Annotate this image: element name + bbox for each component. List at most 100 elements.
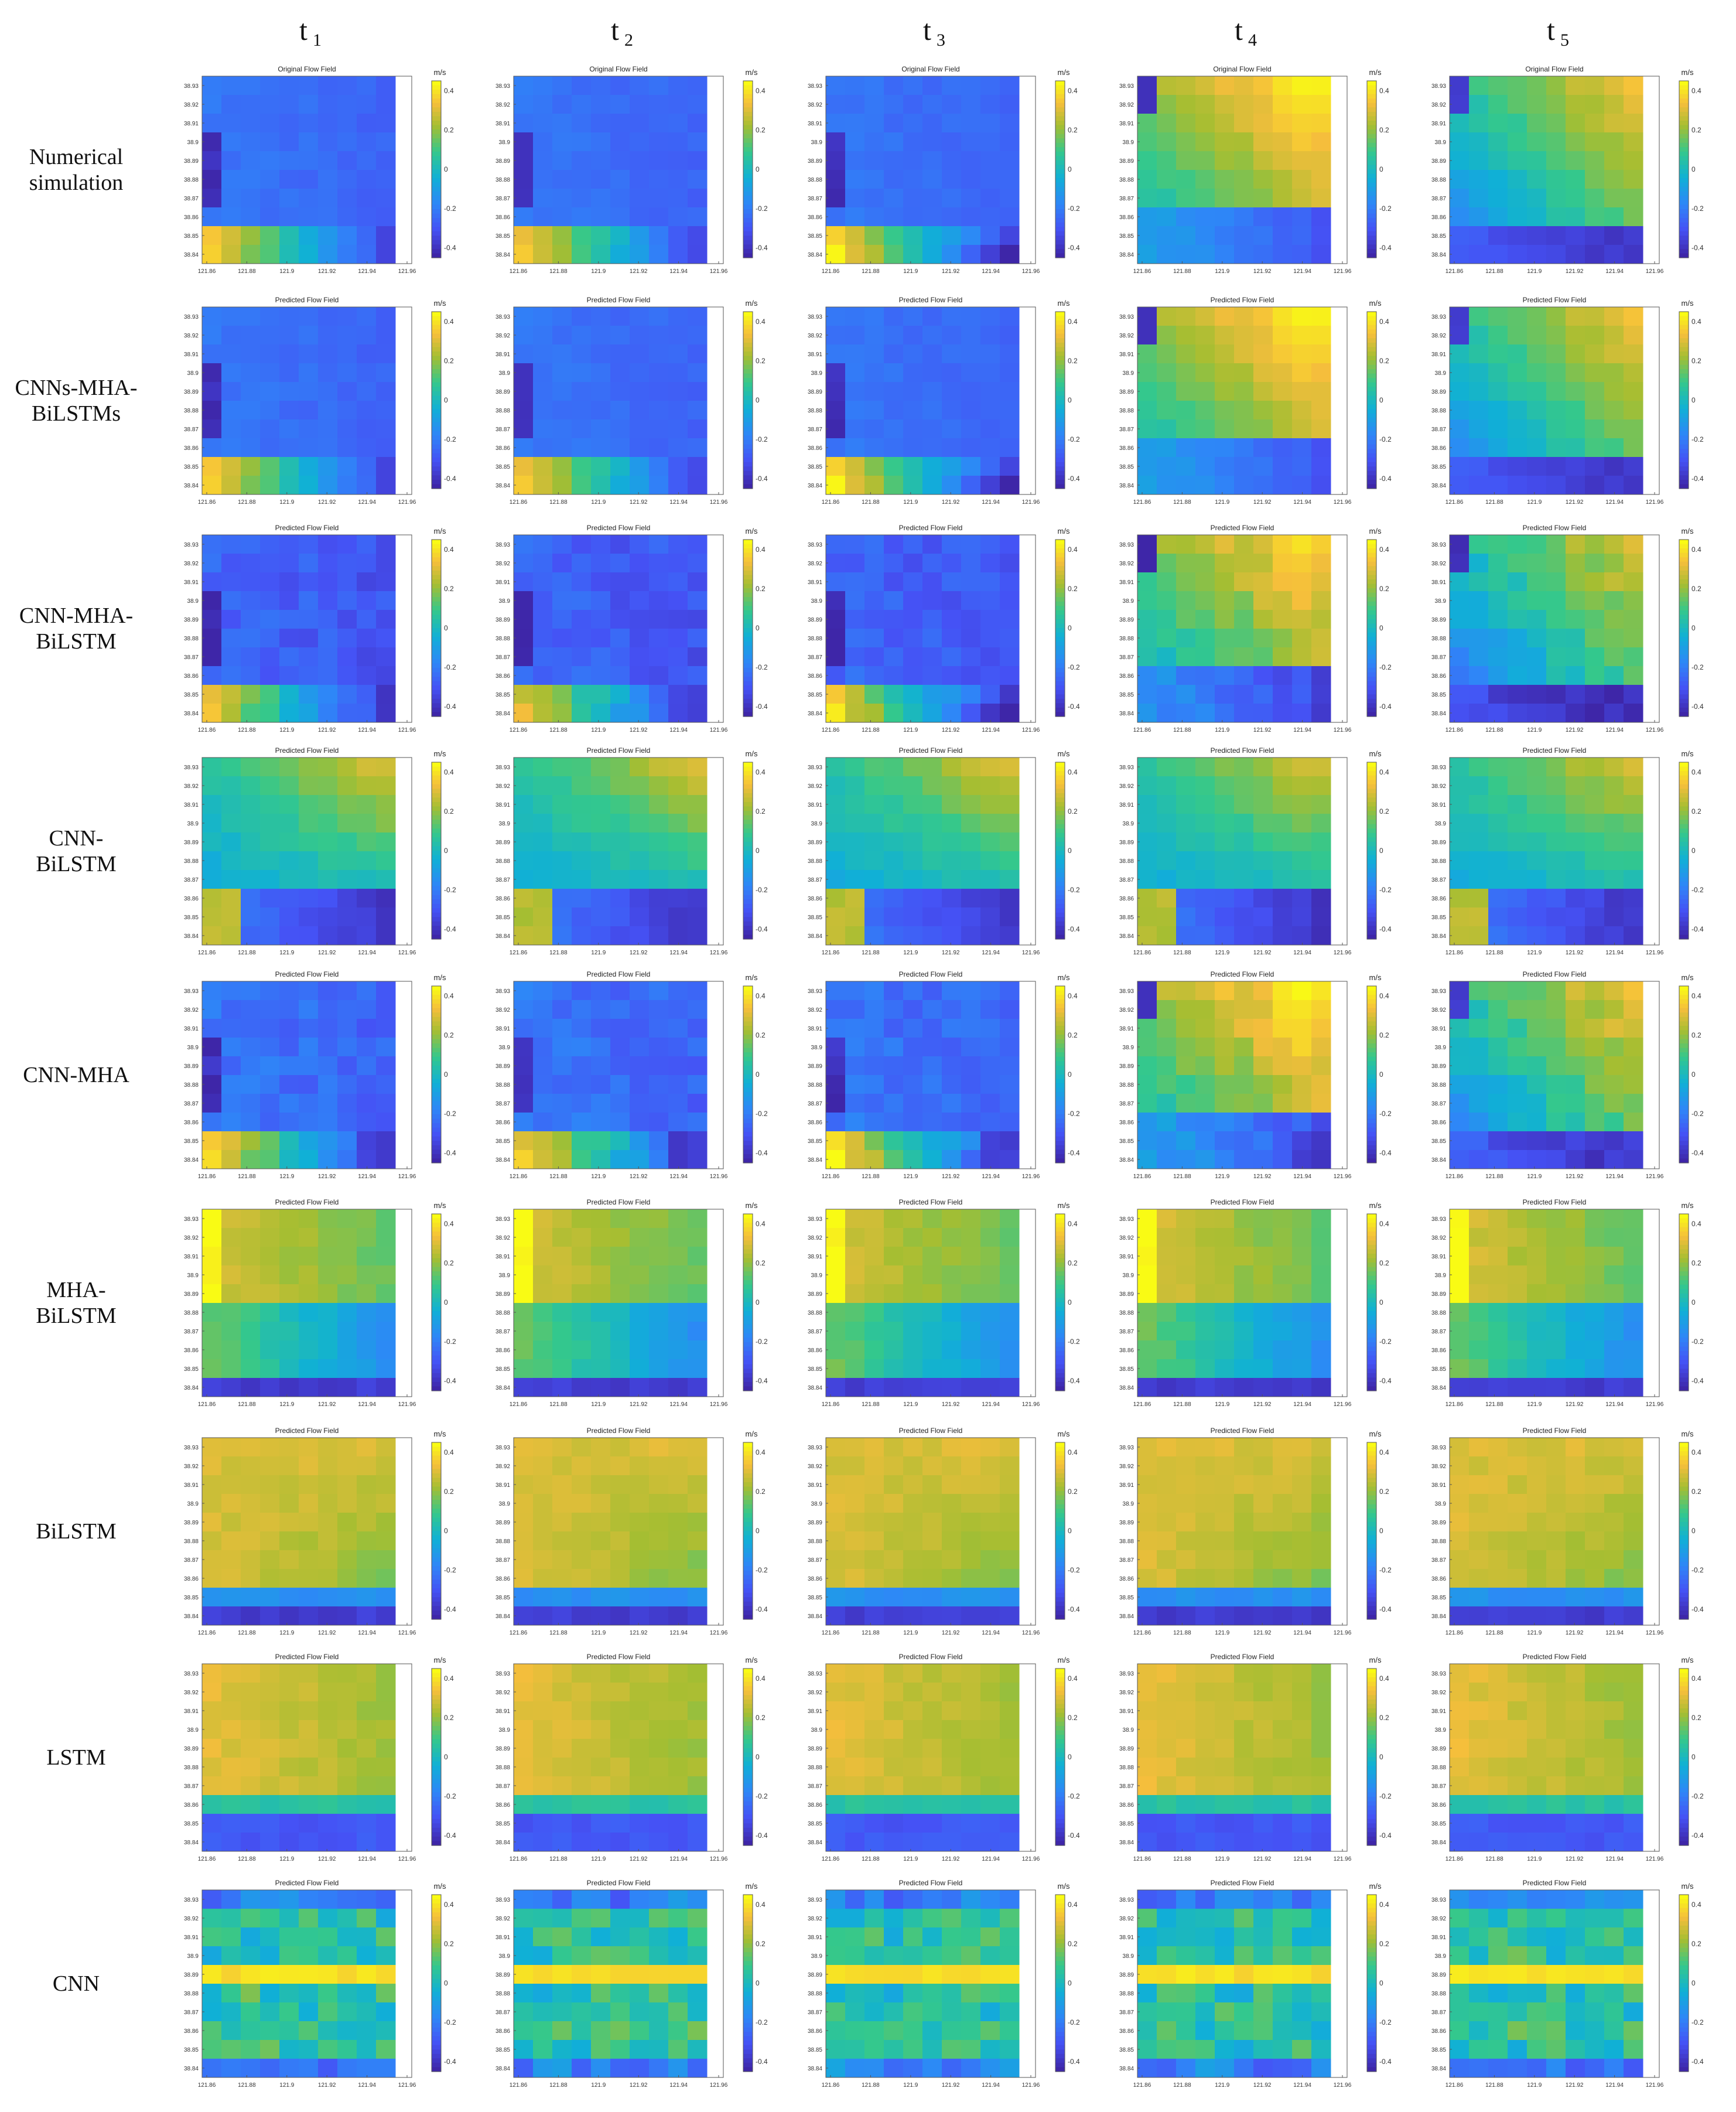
heatmap-cell	[1273, 685, 1293, 704]
heatmap-cell	[610, 1056, 630, 1076]
colorbar-segment	[1367, 169, 1376, 175]
y-tick-label: 38.85	[1119, 233, 1134, 240]
y-tick-label: 38.89	[1431, 1063, 1446, 1070]
heatmap-cell	[376, 1284, 396, 1304]
colorbar: m/s0.40.20-0.2-0.4	[431, 973, 456, 1164]
heatmap-cell	[1137, 76, 1157, 95]
colorbar-tick-label: 0.4	[444, 545, 454, 554]
heatmap-cell	[1585, 535, 1605, 554]
heatmap-cell	[668, 419, 688, 439]
heatmap-cell	[1488, 1056, 1508, 1076]
y-tick-label: 38.84	[184, 711, 199, 717]
heatmap-cell	[241, 776, 261, 796]
panel-r3-c4: Predicted Flow Field38.9338.9238.9138.93…	[1119, 524, 1392, 733]
heatmap-cell	[922, 535, 942, 554]
heatmap-cell	[630, 1094, 650, 1113]
heatmap-cell	[922, 401, 942, 420]
heatmap-cell	[221, 832, 241, 852]
heatmap-cell	[1450, 207, 1470, 227]
colorbar-segment	[432, 540, 441, 545]
heatmap-cell	[299, 438, 319, 458]
colorbar-segment	[432, 895, 441, 900]
colorbar-segment	[1367, 1132, 1376, 1137]
heatmap-cell	[1450, 344, 1470, 364]
heatmap-cell	[279, 1131, 299, 1151]
heatmap-cell	[533, 591, 553, 610]
y-tick-label: 38.86	[1431, 214, 1446, 221]
x-tick-label: 121.88	[238, 499, 256, 506]
heatmap-cell	[922, 95, 942, 114]
colorbar-segment	[743, 641, 753, 646]
heatmap-cell	[688, 1359, 708, 1379]
heatmap-cell	[1508, 438, 1527, 458]
colorbar-segment	[1367, 592, 1376, 598]
colorbar-segment	[1679, 391, 1689, 397]
heatmap-cell	[903, 926, 923, 946]
colorbar-tick-label: -0.2	[1068, 204, 1080, 213]
y-tick-label: 38.86	[184, 896, 199, 902]
heatmap-cell	[610, 132, 630, 152]
y-tick-label: 38.87	[808, 1101, 822, 1107]
heatmap-cell	[1488, 245, 1508, 264]
colorbar-segment	[1679, 475, 1689, 480]
heatmap-cell	[1137, 647, 1157, 667]
colorbar-segment	[1055, 484, 1065, 489]
heatmap-cell	[1488, 363, 1508, 383]
heatmap-cell	[1508, 981, 1527, 1001]
heatmap-cell	[1273, 870, 1293, 889]
row-label-line: simulation	[29, 170, 123, 195]
colorbar-segment	[743, 877, 753, 882]
colorbar-segment	[1367, 766, 1376, 772]
colorbar-segment	[743, 566, 753, 571]
y-tick-label: 38.9	[1435, 598, 1447, 605]
heatmap-cell	[1311, 1056, 1331, 1076]
y-tick-label: 38.87	[184, 196, 199, 202]
heatmap-cell	[649, 926, 669, 946]
heatmap-cell	[279, 776, 299, 796]
heatmap-cell	[318, 132, 338, 152]
heatmap-cell	[688, 1322, 708, 1341]
y-tick-label: 38.92	[495, 333, 510, 339]
colorbar: m/s0.40.20-0.2-0.4	[1055, 68, 1080, 258]
heatmap-cell	[1604, 704, 1624, 723]
heatmap-cell	[376, 114, 396, 133]
heatmap-cell	[980, 1094, 1000, 1113]
heatmap-cell	[630, 758, 650, 777]
colorbar-segment	[1055, 1105, 1065, 1110]
heatmap-cell	[1488, 851, 1508, 871]
heatmap-cell	[688, 401, 708, 420]
heatmap-cell	[572, 170, 592, 189]
heatmap-cell	[591, 363, 611, 383]
colorbar-segment	[743, 116, 753, 121]
heatmap-cell	[221, 1056, 241, 1076]
heatmap-cell	[1176, 207, 1196, 227]
heatmap-cell	[1311, 832, 1331, 852]
heatmap-cell	[826, 907, 846, 927]
heatmap-cell	[514, 114, 534, 133]
heatmap-cell	[668, 95, 688, 114]
colorbar-segment	[743, 1271, 753, 1277]
heatmap-cell	[1566, 245, 1585, 264]
heatmap-cell	[1157, 245, 1177, 264]
heatmap-cell	[533, 832, 553, 852]
heatmap-cell	[552, 382, 572, 401]
colorbar-segment	[1367, 253, 1376, 258]
y-tick-label: 38.88	[808, 1082, 822, 1089]
heatmap-cell	[610, 1075, 630, 1094]
heatmap-cell	[552, 1265, 572, 1285]
colorbar-segment	[1679, 663, 1689, 668]
heatmap-cell	[241, 647, 261, 667]
heatmap-cell	[376, 1038, 396, 1057]
heatmap-cell	[668, 1284, 688, 1304]
x-tick-label: 121.96	[398, 499, 416, 506]
heatmap-cell	[1450, 776, 1470, 796]
heatmap-cell	[668, 1094, 688, 1113]
colorbar-segment	[1055, 431, 1065, 436]
heatmap-cell	[376, 591, 396, 610]
heatmap-cell	[514, 704, 534, 723]
y-tick-label: 38.89	[184, 158, 199, 165]
colorbar-segment	[1679, 1070, 1689, 1075]
heatmap-cell	[826, 326, 846, 345]
colorbar-frame	[743, 762, 753, 940]
colorbar-segment	[1055, 1030, 1065, 1035]
